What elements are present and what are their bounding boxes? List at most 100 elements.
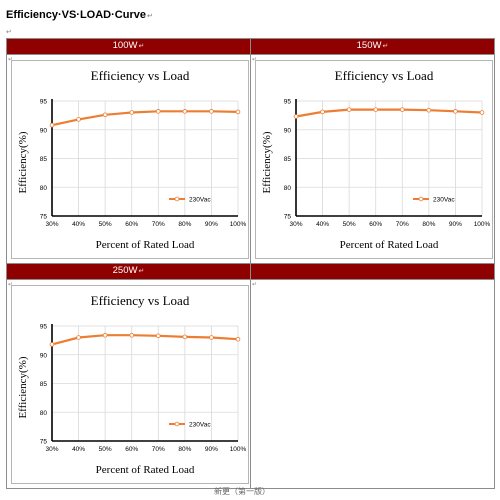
series-line	[295, 108, 483, 118]
y-tick-label: 80	[284, 185, 292, 192]
y-tick-label: 80	[40, 185, 48, 192]
data-point	[373, 107, 379, 112]
data-point	[235, 109, 241, 115]
header-mark: ↵	[382, 43, 389, 50]
x-tick-label: 30%	[45, 446, 58, 453]
chart-cell-100w: ↵ Efficiency vs Load 75 80 85 90 95 30% 40% 50% 6…	[6, 54, 251, 264]
y-tick-label: 80	[40, 410, 48, 417]
chart-frame: Efficiency vs Load 75 80 85 90 95 30% 40% 50% 60%…	[11, 285, 249, 484]
series-line	[51, 334, 239, 346]
y-tick-label: 95	[40, 99, 48, 106]
data-point	[209, 109, 214, 114]
footer-text: 新更（第一版）	[214, 487, 270, 496]
panel-header-empty	[250, 263, 495, 280]
data-point	[453, 109, 458, 114]
data-point	[320, 109, 325, 115]
cell-mark: ↵	[252, 56, 257, 63]
x-tick-label: 80%	[178, 446, 191, 453]
data-point	[49, 122, 55, 128]
panel-header-label: 100W	[112, 40, 138, 51]
cell-mark: ↵	[8, 56, 13, 63]
data-point	[209, 335, 214, 340]
data-point	[182, 334, 188, 340]
data-point	[49, 342, 55, 347]
chart-title: Efficiency vs Load	[335, 68, 434, 83]
y-tick-label: 90	[40, 127, 48, 134]
x-tick-label: 70%	[396, 221, 409, 228]
legend-marker	[418, 196, 424, 202]
data-point	[346, 107, 352, 112]
data-point	[102, 332, 108, 338]
y-axis-label: Efficiency(%)	[261, 131, 273, 193]
legend-marker	[174, 196, 180, 202]
cell-mark: ↵	[252, 282, 258, 288]
data-point	[129, 110, 135, 115]
data-point	[102, 112, 108, 118]
header-mark: ↵	[138, 268, 145, 275]
x-tick-label: 40%	[316, 221, 329, 228]
page-title-text: Efficiency·VS·LOAD·Curve	[6, 9, 146, 21]
data-point	[155, 333, 161, 339]
x-tick-label: 60%	[369, 221, 382, 228]
x-tick-label: 60%	[125, 446, 138, 453]
header-mark: ↵	[138, 43, 145, 50]
cell-mark: ↵	[8, 281, 13, 288]
data-point	[235, 336, 241, 342]
data-point	[479, 110, 485, 115]
x-tick-label: 100%	[230, 446, 247, 453]
efficiency-chart-250w: Efficiency vs Load 75 80 85 90 95 30% 40% 50% 60%…	[17, 293, 247, 476]
x-tick-label: 40%	[72, 221, 85, 228]
x-axis-label: Percent of Rated Load	[340, 239, 439, 251]
legend-marker	[174, 421, 180, 427]
corner-mark: ↵	[6, 29, 12, 36]
chart-cell-empty: ↵	[250, 279, 495, 489]
chart-frame: Efficiency vs Load 75 80 85 90 95 30% 40% 50% 60%…	[11, 60, 249, 259]
data-point	[76, 117, 81, 122]
chart-cell-150w: ↵ Efficiency vs Load 75 80 85 90 95 30% 40% 50% 6…	[250, 54, 495, 264]
panel-header-label: 150W	[356, 40, 382, 51]
y-axis-label: Efficiency(%)	[17, 131, 29, 193]
data-point	[182, 109, 188, 114]
x-tick-label: 100%	[474, 221, 491, 228]
legend-label: 230Vac	[189, 197, 211, 204]
x-tick-label: 30%	[45, 221, 58, 228]
x-axis-label: Percent of Rated Load	[96, 464, 195, 476]
legend-label: 230Vac	[433, 197, 455, 204]
legend-label: 230Vac	[189, 422, 211, 429]
data-point	[155, 109, 161, 114]
chart-cell-250w: ↵ Efficiency vs Load 75 80 85 90 95 30% 40% 50% 6…	[6, 279, 251, 489]
x-tick-label: 40%	[72, 446, 85, 453]
x-tick-label: 50%	[99, 221, 112, 228]
title-paragraph-mark: ↵	[146, 13, 153, 20]
panel-header-150w: 150W↵	[250, 38, 495, 55]
x-tick-label: 60%	[125, 221, 138, 228]
x-tick-label: 90%	[449, 221, 462, 228]
x-tick-label: 100%	[230, 221, 247, 228]
y-tick-label: 95	[284, 99, 292, 106]
x-axis-label: Percent of Rated Load	[96, 239, 195, 251]
data-point	[76, 335, 81, 340]
y-tick-label: 75	[40, 214, 48, 221]
y-tick-label: 85	[284, 156, 292, 163]
x-tick-label: 90%	[205, 221, 218, 228]
page-title: Efficiency·VS·LOAD·Curve↵	[6, 9, 153, 21]
x-tick-label: 80%	[422, 221, 435, 228]
data-point	[293, 114, 299, 119]
chart-table: 100W↵ 150W↵ ↵ Efficiency vs Load75808590…	[6, 38, 495, 489]
data-point	[129, 332, 135, 338]
data-point	[426, 107, 432, 113]
y-tick-label: 75	[40, 439, 48, 446]
x-tick-label: 90%	[205, 446, 218, 453]
efficiency-chart-150w: Efficiency vs Load 75 80 85 90 95 30% 40% 50% 60%…	[261, 68, 491, 251]
chart-title: Efficiency vs Load	[91, 293, 190, 308]
panel-header-label: 250W	[112, 265, 138, 276]
panel-header-100w: 100W↵	[6, 38, 251, 55]
chart-title: Efficiency vs Load	[91, 68, 190, 83]
y-tick-label: 90	[40, 352, 48, 359]
y-tick-label: 75	[284, 214, 292, 221]
y-tick-label: 90	[284, 127, 292, 134]
panel-header-250w: 250W↵	[6, 263, 251, 280]
y-tick-label: 85	[40, 156, 48, 163]
y-axis-label: Efficiency(%)	[17, 356, 29, 418]
x-tick-label: 70%	[152, 446, 165, 453]
